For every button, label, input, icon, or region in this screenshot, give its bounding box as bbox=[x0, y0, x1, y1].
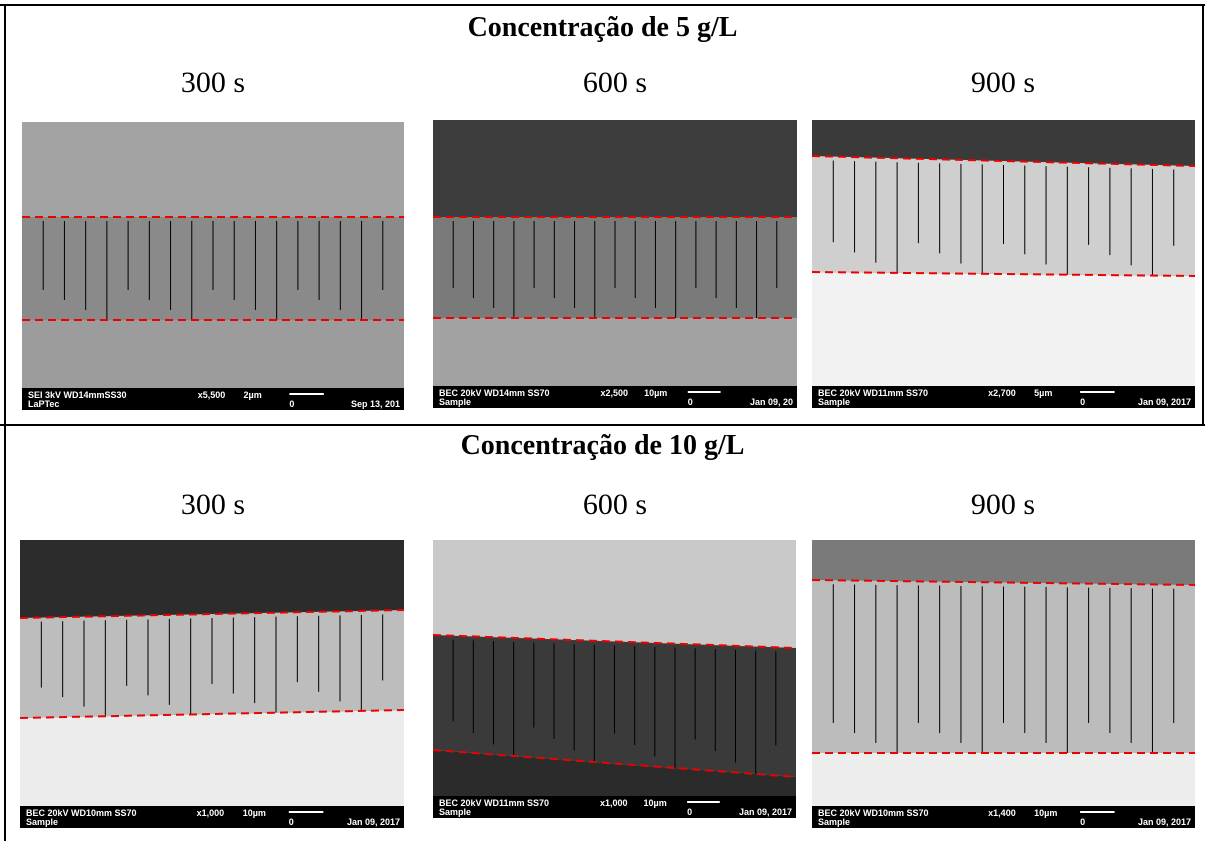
info-text: Sample bbox=[439, 397, 471, 407]
info-text: Jan 09, 2017 bbox=[739, 807, 792, 817]
time-label: 300 s bbox=[113, 66, 313, 100]
info-text: Sample bbox=[818, 397, 850, 407]
info-text: 0 bbox=[688, 397, 693, 407]
table-border bbox=[1202, 4, 1204, 425]
info-text: x2,500 bbox=[600, 388, 628, 398]
info-text: Jan 09, 2017 bbox=[1138, 397, 1191, 407]
info-text: x2,700 bbox=[988, 388, 1016, 398]
info-text: 0 bbox=[1080, 817, 1085, 827]
info-text: 5µm bbox=[1034, 388, 1052, 398]
info-text: 10µm bbox=[644, 798, 667, 808]
time-label: 900 s bbox=[903, 66, 1103, 100]
table-border bbox=[0, 424, 1205, 426]
section-title: Concentração de 5 g/L bbox=[0, 12, 1205, 44]
info-text: Jan 09, 2017 bbox=[1138, 817, 1191, 827]
time-label: 600 s bbox=[515, 66, 715, 100]
table-border bbox=[0, 4, 1205, 6]
time-label: 600 s bbox=[515, 488, 715, 522]
time-label: 900 s bbox=[903, 488, 1103, 522]
info-text: 10µm bbox=[1034, 808, 1057, 818]
info-text: Sample bbox=[439, 807, 471, 817]
info-text: LaPTec bbox=[28, 399, 59, 409]
time-label: 300 s bbox=[113, 488, 313, 522]
info-text: 10µm bbox=[644, 388, 667, 398]
page: (() => { const data = JSON.parse(documen… bbox=[0, 0, 1205, 841]
info-text: 0 bbox=[687, 807, 692, 817]
info-text: Sep 13, 201 bbox=[351, 399, 400, 409]
info-text: x1,400 bbox=[988, 808, 1016, 818]
section-title: Concentração de 10 g/L bbox=[0, 430, 1205, 462]
info-text: Jan 09, 2017 bbox=[347, 817, 400, 827]
info-text: 0 bbox=[289, 817, 294, 827]
info-text: 0 bbox=[289, 399, 294, 409]
info-text: Sample bbox=[26, 817, 58, 827]
info-text: 10µm bbox=[243, 808, 266, 818]
info-text: 2µm bbox=[244, 390, 262, 400]
info-text: x1,000 bbox=[197, 808, 225, 818]
info-text: x1,000 bbox=[600, 798, 628, 808]
info-text: 0 bbox=[1080, 397, 1085, 407]
info-text: Jan 09, 20 bbox=[750, 397, 793, 407]
info-text: Sample bbox=[818, 817, 850, 827]
table-border bbox=[4, 4, 6, 841]
info-text: x5,500 bbox=[198, 390, 226, 400]
